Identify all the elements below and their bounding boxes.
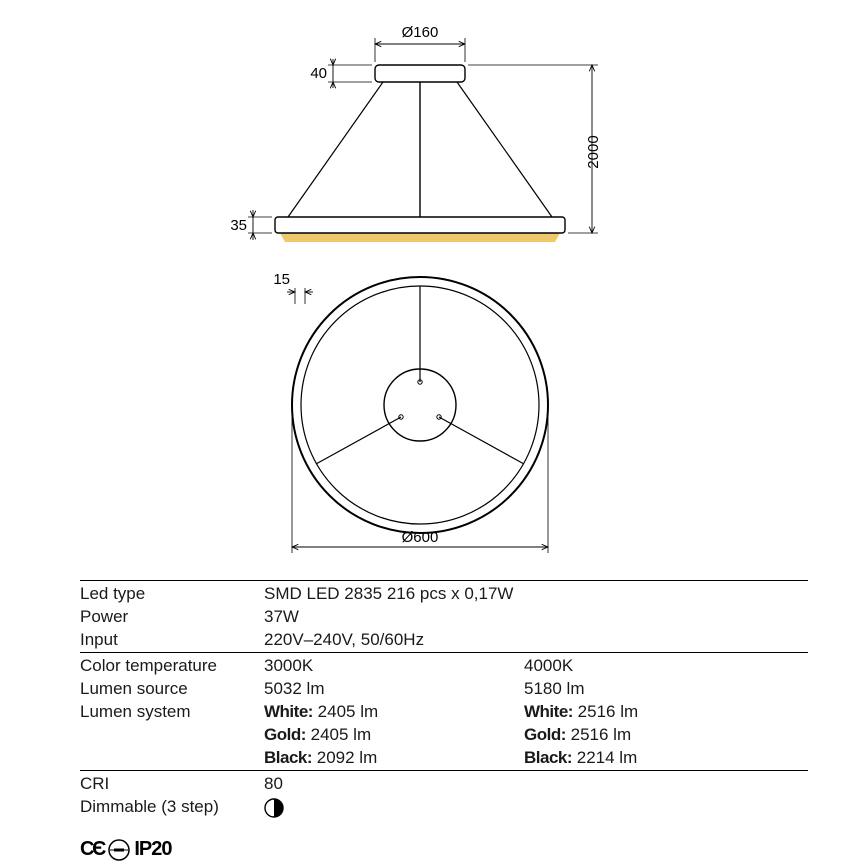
spec-table: Led type SMD LED 2835 216 pcs x 0,17W Po… (80, 580, 808, 820)
dim-drop-height: 2000 (585, 135, 602, 168)
certification-row: C Є IP20 (80, 838, 172, 861)
side-view: Ø160 40 2000 35 (230, 24, 602, 242)
top-view: 15 Ø600 (273, 271, 548, 553)
input-label: Input (80, 629, 264, 653)
dim-ring-diameter: Ø600 (402, 529, 439, 546)
dim-profile: 15 (273, 271, 290, 288)
dimmable-icon (264, 796, 808, 820)
power-label: Power (80, 606, 264, 629)
dim-ring-height: 35 (230, 217, 247, 234)
input-value: 220V–240V, 50/60Hz (264, 629, 808, 653)
class-2-icon (108, 839, 130, 861)
dim-ceiling-height: 40 (310, 65, 327, 82)
led-type-label: Led type (80, 581, 264, 607)
lumen-source-label: Lumen source (80, 678, 264, 701)
cri-value: 80 (264, 771, 808, 797)
cri-label: CRI (80, 771, 264, 797)
ip-rating: IP20 (134, 838, 171, 861)
lumen-source-1: 5032 lm (264, 678, 524, 701)
dim-ceiling-diameter: Ø160 (402, 24, 439, 41)
color-temp-label: Color temperature (80, 653, 264, 679)
color-temp-2: 4000K (524, 653, 808, 679)
color-temp-1: 3000K (264, 653, 524, 679)
lumen-source-2: 5180 lm (524, 678, 808, 701)
power-value: 37W (264, 606, 808, 629)
dimmable-label: Dimmable (3 step) (80, 796, 264, 820)
led-type-value: SMD LED 2835 216 pcs x 0,17W (264, 581, 808, 607)
lumen-system-label: Lumen system (80, 701, 264, 724)
ce-mark: C Є (80, 838, 104, 861)
technical-drawing: Ø160 40 2000 35 (180, 20, 700, 560)
